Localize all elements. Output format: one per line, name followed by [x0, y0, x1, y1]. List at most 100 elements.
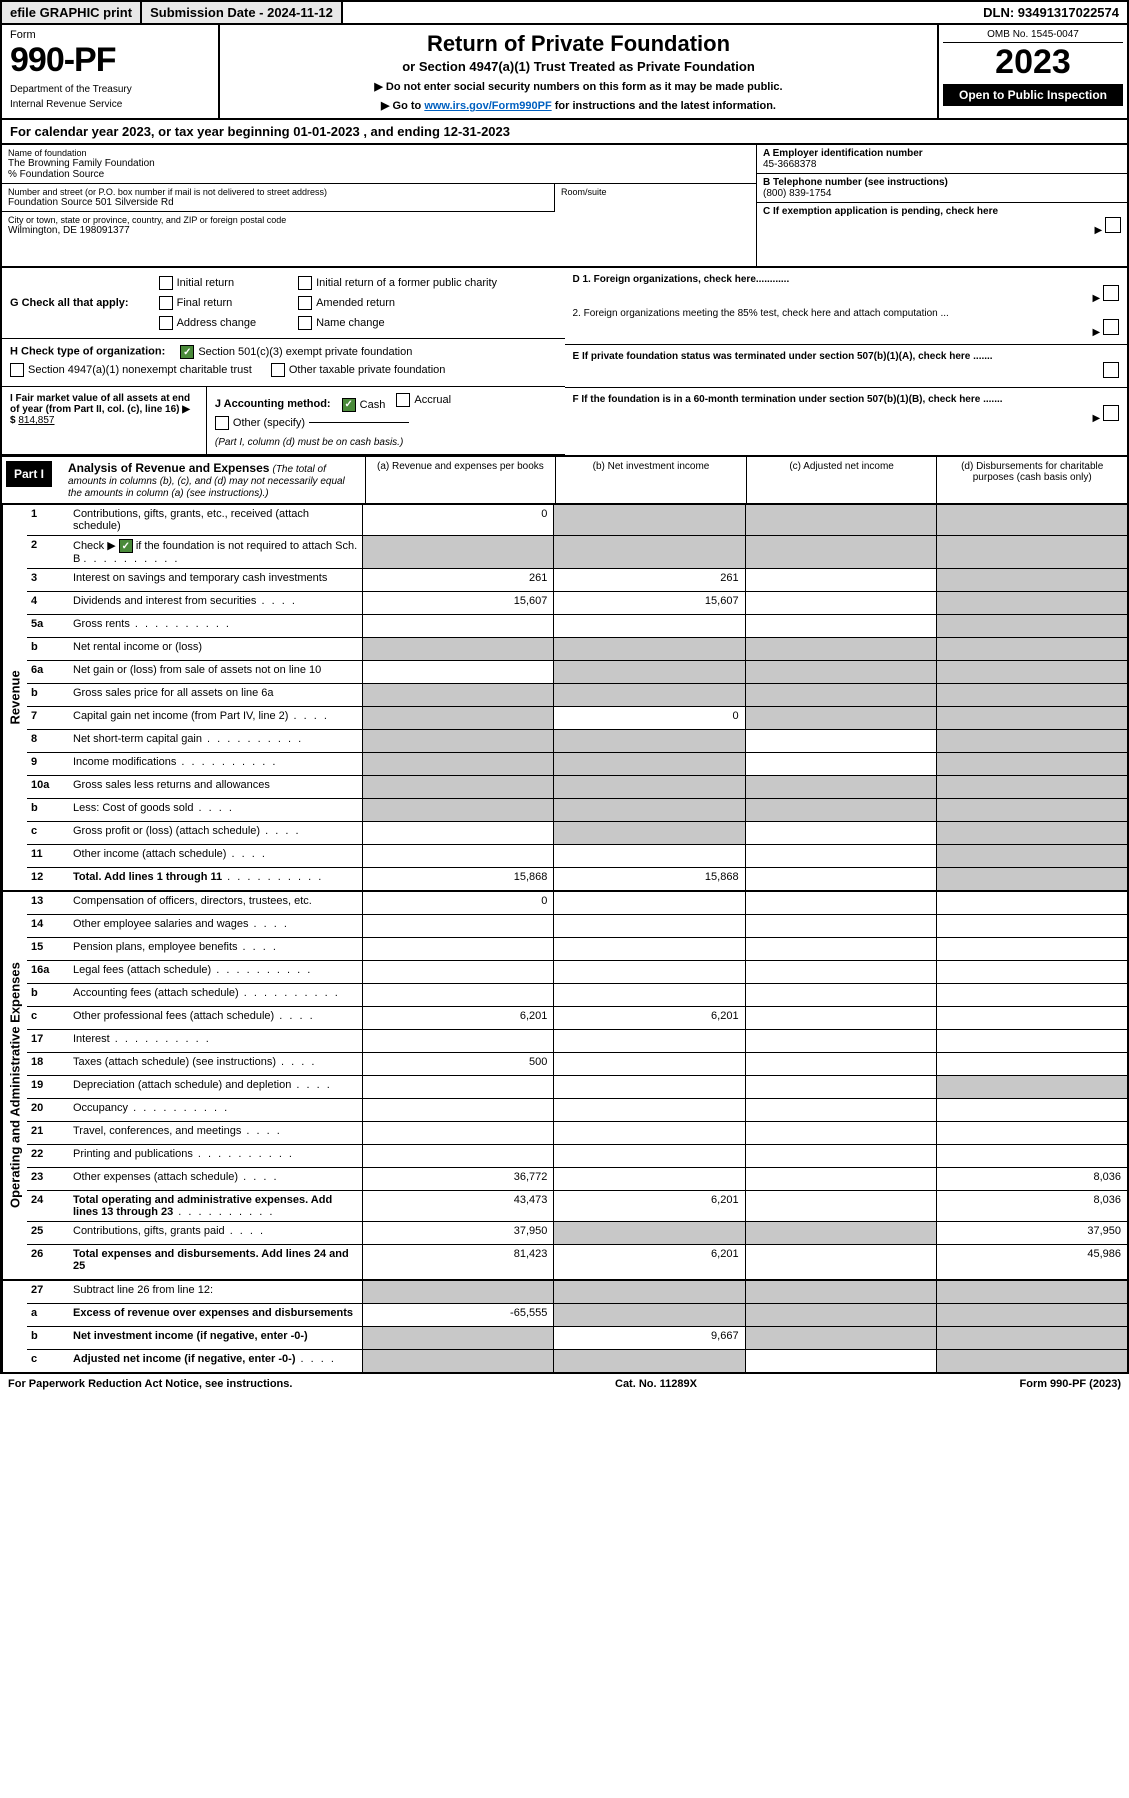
e-checkbox[interactable]	[1103, 362, 1119, 378]
dln-value: DLN: 93491317022574	[975, 2, 1127, 23]
note2-pre: ▶ Go to	[381, 100, 424, 112]
initial-former-checkbox[interactable]	[298, 276, 312, 290]
row4-b: 15,607	[553, 592, 744, 614]
row19-desc: Depreciation (attach schedule) and deple…	[73, 1079, 291, 1091]
phone-value: (800) 839-1754	[763, 188, 1121, 199]
row16c-desc: Other professional fees (attach schedule…	[73, 1010, 274, 1022]
row16b-desc: Accounting fees (attach schedule)	[73, 987, 239, 999]
row16c-b: 6,201	[553, 1007, 744, 1029]
other-method-checkbox[interactable]	[215, 416, 229, 430]
row23-a: 36,772	[362, 1168, 553, 1190]
exemption-checkbox[interactable]	[1105, 217, 1121, 233]
row7-b: 0	[553, 707, 744, 729]
form-note-ssn: ▶ Do not enter social security numbers o…	[230, 80, 927, 93]
row17-desc: Interest	[73, 1033, 110, 1045]
501c3-label: Section 501(c)(3) exempt private foundat…	[198, 346, 412, 358]
omb-number: OMB No. 1545-0047	[943, 27, 1123, 43]
section-i-label: I Fair market value of all assets at end…	[10, 393, 190, 415]
part1-title: Analysis of Revenue and Expenses	[68, 461, 269, 475]
initial-return-checkbox[interactable]	[159, 276, 173, 290]
other-method-label: Other (specify)	[233, 417, 305, 429]
row24-a: 43,473	[362, 1191, 553, 1221]
dept-irs: Internal Revenue Service	[10, 99, 210, 110]
row26-a: 81,423	[362, 1245, 553, 1279]
row24-b: 6,201	[553, 1191, 744, 1221]
row26-desc: Total expenses and disbursements. Add li…	[69, 1245, 362, 1279]
d1-label: D 1. Foreign organizations, check here..…	[573, 274, 790, 285]
form-title: Return of Private Foundation	[230, 31, 927, 57]
row12-desc: Total. Add lines 1 through 11	[73, 871, 222, 883]
accrual-checkbox[interactable]	[396, 393, 410, 407]
cash-basis-note: (Part I, column (d) must be on cash basi…	[215, 437, 557, 448]
tax-year: 2023	[943, 43, 1123, 82]
section-j-label: J Accounting method:	[215, 398, 331, 410]
open-public-badge: Open to Public Inspection	[943, 84, 1123, 106]
row4-a: 15,607	[362, 592, 553, 614]
section-g-label: G Check all that apply:	[10, 297, 129, 309]
row10c-desc: Gross profit or (loss) (attach schedule)	[73, 825, 260, 837]
row5b-desc: Net rental income or (loss)	[69, 638, 362, 660]
row16c-a: 6,201	[362, 1007, 553, 1029]
amended-return-checkbox[interactable]	[298, 296, 312, 310]
row23-desc: Other expenses (attach schedule)	[73, 1171, 238, 1183]
form-label: Form	[10, 29, 210, 41]
row6a-desc: Net gain or (loss) from sale of assets n…	[69, 661, 362, 683]
row20-desc: Occupancy	[73, 1102, 128, 1114]
efile-print-button[interactable]: efile GRAPHIC print	[2, 2, 142, 23]
final-return-label: Final return	[177, 297, 233, 309]
row27-desc: Subtract line 26 from line 12:	[69, 1281, 362, 1303]
row10a-desc: Gross sales less returns and allowances	[69, 776, 362, 798]
room-label: Room/suite	[561, 187, 750, 197]
row3-a: 261	[362, 569, 553, 591]
phone-label: B Telephone number (see instructions)	[763, 177, 1121, 188]
expenses-side-label: Operating and Administrative Expenses	[2, 892, 27, 1279]
other-taxable-checkbox[interactable]	[271, 363, 285, 377]
col-b-header: (b) Net investment income	[555, 457, 746, 503]
street-address: Foundation Source 501 Silverside Rd	[8, 197, 548, 208]
cash-checkbox[interactable]: ✓	[342, 398, 356, 412]
section-h-label: H Check type of organization:	[10, 346, 165, 358]
col-d-header: (d) Disbursements for charitable purpose…	[936, 457, 1127, 503]
note2-post: for instructions and the latest informat…	[552, 100, 776, 112]
d1-checkbox[interactable]	[1103, 285, 1119, 301]
row8-desc: Net short-term capital gain	[73, 733, 202, 745]
row13-desc: Compensation of officers, directors, tru…	[69, 892, 362, 914]
initial-return-label: Initial return	[177, 277, 234, 289]
final-return-checkbox[interactable]	[159, 296, 173, 310]
row25-a: 37,950	[362, 1222, 553, 1244]
row9-desc: Income modifications	[73, 756, 176, 768]
4947a1-checkbox[interactable]	[10, 363, 24, 377]
form-number: 990-PF	[10, 41, 210, 80]
footer-left: For Paperwork Reduction Act Notice, see …	[8, 1378, 292, 1390]
accrual-label: Accrual	[414, 394, 451, 406]
name-change-checkbox[interactable]	[298, 316, 312, 330]
f-label: F If the foundation is in a 60-month ter…	[573, 394, 1003, 405]
address-change-checkbox[interactable]	[159, 316, 173, 330]
d2-checkbox[interactable]	[1103, 319, 1119, 335]
foundation-name: The Browning Family Foundation	[8, 158, 750, 169]
col-c-header: (c) Adjusted net income	[746, 457, 937, 503]
501c3-checkbox[interactable]: ✓	[180, 345, 194, 359]
instructions-link[interactable]: www.irs.gov/Form990PF	[424, 100, 551, 112]
initial-former-label: Initial return of a former public charit…	[316, 277, 497, 289]
row12-a: 15,868	[362, 868, 553, 890]
dept-treasury: Department of the Treasury	[10, 84, 210, 95]
row27a-a: -65,555	[362, 1304, 553, 1326]
row1-a: 0	[362, 505, 553, 535]
row4-desc: Dividends and interest from securities	[73, 595, 256, 607]
addr-label: Number and street (or P.O. box number if…	[8, 187, 548, 197]
row23-d: 8,036	[936, 1168, 1127, 1190]
row11-desc: Other income (attach schedule)	[73, 848, 226, 860]
ein-value: 45-3668378	[763, 159, 1121, 170]
row6b-desc: Gross sales price for all assets on line…	[69, 684, 362, 706]
row25-d: 37,950	[936, 1222, 1127, 1244]
name-label: Name of foundation	[8, 148, 750, 158]
row5a-desc: Gross rents	[73, 618, 130, 630]
f-checkbox[interactable]	[1103, 405, 1119, 421]
care-of: % Foundation Source	[8, 169, 750, 180]
schb-checkbox[interactable]: ✓	[119, 539, 133, 553]
row27b-desc: Net investment income (if negative, ente…	[69, 1327, 362, 1349]
row18-desc: Taxes (attach schedule) (see instruction…	[73, 1056, 276, 1068]
row27c-desc: Adjusted net income (if negative, enter …	[73, 1353, 295, 1365]
other-taxable-label: Other taxable private foundation	[289, 364, 446, 376]
